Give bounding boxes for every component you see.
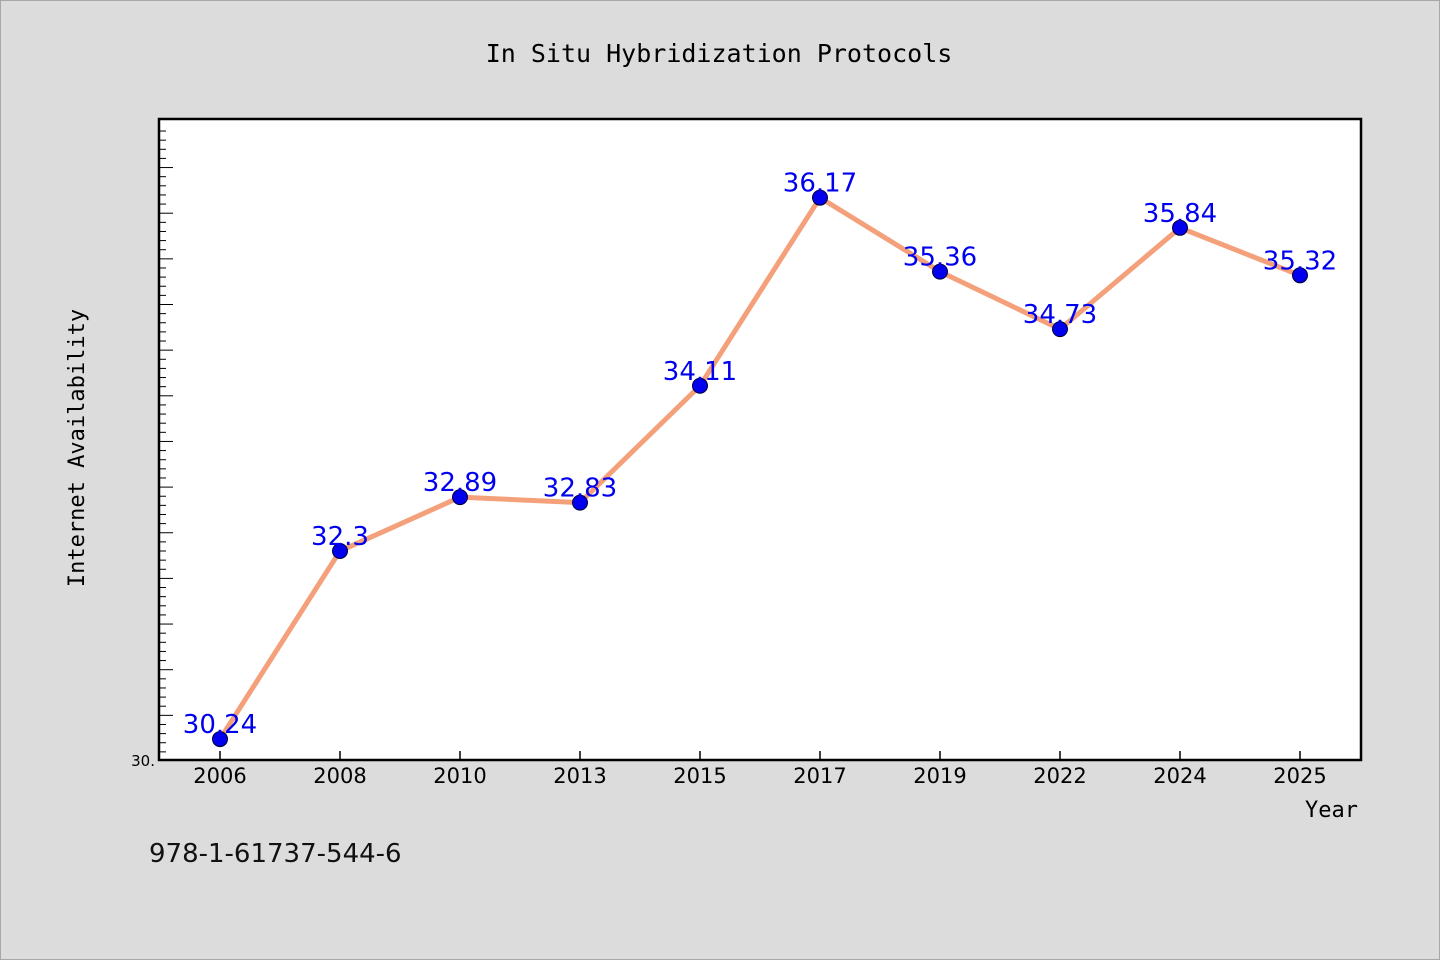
y-axis-ticks (159, 130, 173, 753)
data-label: 32.89 (423, 468, 497, 498)
x-axis-ticks (219, 751, 1301, 760)
x-tick-label: 2024 (1153, 764, 1206, 788)
y-axis-label: Internet Availability (65, 309, 90, 587)
data-markers (212, 189, 1308, 748)
data-labels: 30.24 32.3 32.89 32.83 34.11 36.17 35.36 34.73 3… (183, 169, 1337, 740)
x-tick-label: 2025 (1273, 764, 1326, 788)
data-point (1172, 219, 1188, 236)
data-point (692, 377, 708, 394)
data-label: 34.11 (663, 357, 737, 387)
data-point (332, 543, 348, 560)
x-tick-label: 2019 (913, 764, 966, 788)
data-point (1052, 321, 1068, 338)
data-point (1292, 267, 1308, 284)
plot-area (157, 117, 1363, 762)
x-tick-label: 2015 (673, 764, 726, 788)
x-tick-label: 2006 (193, 764, 246, 788)
isbn-annotation: 978-1-61737-544-6 (149, 839, 402, 869)
data-label: 36.17 (783, 169, 857, 199)
x-tick-label: 2013 (553, 764, 606, 788)
data-label: 32.3 (311, 522, 369, 552)
data-point (572, 494, 588, 511)
data-label: 32.83 (543, 474, 617, 504)
data-point (812, 189, 828, 206)
data-point (212, 731, 228, 748)
x-axis-label: Year (1305, 798, 1358, 823)
data-label: 30.24 (183, 710, 257, 740)
data-point (452, 489, 468, 506)
data-point (932, 263, 948, 280)
data-label: 34.73 (1023, 300, 1097, 330)
x-tick-labels: 2006 2008 2010 2013 2015 2017 2019 2022 2024 2025 (193, 764, 1326, 788)
x-tick-label: 2008 (313, 764, 366, 788)
data-label: 35.84 (1143, 199, 1217, 229)
data-label: 35.32 (1263, 246, 1337, 276)
chart-title: In Situ Hybridization Protocols (486, 39, 953, 68)
series-line (217, 195, 1303, 742)
x-tick-label: 2017 (793, 764, 846, 788)
data-label: 35.36 (903, 243, 977, 273)
y-tick-label: 30. (131, 752, 155, 770)
x-tick-label: 2022 (1033, 764, 1086, 788)
x-tick-label: 2010 (433, 764, 486, 788)
